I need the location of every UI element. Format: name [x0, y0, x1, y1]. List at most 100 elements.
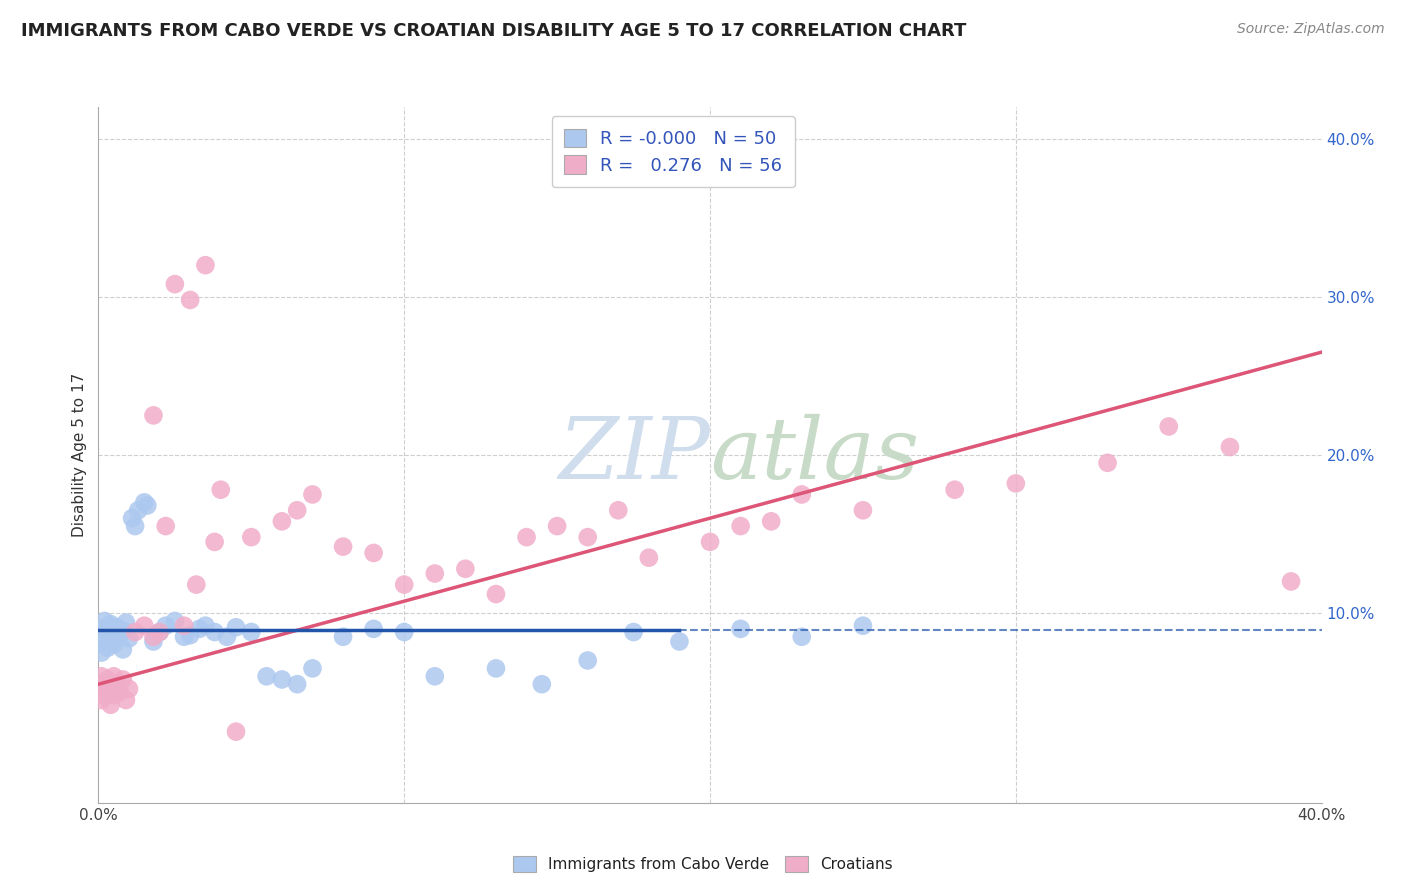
Point: [173, 618, 195, 632]
Point: [301, 487, 323, 501]
Point: [179, 293, 201, 307]
Point: [363, 622, 385, 636]
Point: [204, 625, 226, 640]
Point: [1097, 456, 1119, 470]
Point: [103, 669, 125, 683]
Point: [93, 688, 115, 702]
Point: [111, 624, 134, 638]
Point: [209, 483, 232, 497]
Point: [142, 630, 165, 644]
Point: [699, 534, 721, 549]
Point: [186, 577, 208, 591]
Point: [516, 530, 538, 544]
Point: [100, 698, 122, 712]
Point: [93, 681, 115, 696]
Point: [194, 618, 217, 632]
Point: [225, 620, 247, 634]
Point: [225, 724, 247, 739]
Point: [943, 483, 966, 497]
Point: [149, 625, 172, 640]
Point: [454, 562, 477, 576]
Point: [173, 630, 195, 644]
Point: [163, 277, 186, 292]
Point: [103, 688, 125, 702]
Point: [127, 503, 149, 517]
Point: [301, 661, 323, 675]
Point: [332, 540, 354, 554]
Point: [97, 625, 120, 640]
Point: [1219, 440, 1241, 454]
Point: [240, 625, 263, 640]
Point: [97, 640, 120, 655]
Point: [332, 630, 354, 644]
Point: [285, 503, 308, 517]
Point: [392, 577, 416, 591]
Point: [730, 519, 752, 533]
Point: [118, 681, 141, 696]
Point: [485, 587, 508, 601]
Point: [100, 677, 122, 691]
Point: [730, 622, 752, 636]
Point: [115, 615, 138, 630]
Text: Source: ZipAtlas.com: Source: ZipAtlas.com: [1237, 22, 1385, 37]
Point: [103, 626, 125, 640]
Text: IMMIGRANTS FROM CABO VERDE VS CROATIAN DISABILITY AGE 5 TO 17 CORRELATION CHART: IMMIGRANTS FROM CABO VERDE VS CROATIAN D…: [21, 22, 966, 40]
Point: [105, 677, 128, 691]
Point: [256, 669, 278, 683]
Point: [136, 499, 159, 513]
Legend: Immigrants from Cabo Verde, Croatians: Immigrants from Cabo Verde, Croatians: [506, 848, 900, 880]
Point: [485, 661, 508, 675]
Text: ZIP: ZIP: [558, 414, 710, 496]
Point: [124, 625, 146, 640]
Point: [759, 514, 782, 528]
Point: [90, 634, 112, 648]
Point: [97, 685, 120, 699]
Point: [576, 653, 599, 667]
Point: [108, 628, 131, 642]
Point: [90, 646, 112, 660]
Point: [423, 566, 446, 581]
Point: [142, 634, 165, 648]
Point: [392, 625, 416, 640]
Point: [215, 630, 238, 644]
Point: [93, 614, 115, 628]
Point: [97, 673, 120, 687]
Point: [852, 503, 875, 517]
Point: [623, 625, 645, 640]
Point: [270, 514, 292, 528]
Point: [90, 622, 112, 636]
Point: [546, 519, 568, 533]
Point: [204, 534, 226, 549]
Point: [90, 669, 112, 683]
Point: [90, 677, 112, 691]
Point: [576, 530, 599, 544]
Point: [240, 530, 263, 544]
Point: [607, 503, 630, 517]
Point: [111, 642, 134, 657]
Point: [1279, 574, 1302, 589]
Point: [93, 630, 115, 644]
Point: [270, 673, 292, 687]
Point: [155, 519, 177, 533]
Point: [100, 617, 122, 632]
Point: [188, 622, 211, 636]
Text: atlas: atlas: [710, 414, 920, 496]
Point: [121, 511, 143, 525]
Point: [668, 634, 690, 648]
Point: [530, 677, 553, 691]
Point: [108, 685, 131, 699]
Point: [155, 618, 177, 632]
Point: [790, 487, 813, 501]
Point: [194, 258, 217, 272]
Point: [134, 495, 156, 509]
Point: [1157, 419, 1180, 434]
Point: [100, 632, 122, 647]
Point: [179, 628, 201, 642]
Point: [1004, 476, 1026, 491]
Point: [105, 620, 128, 634]
Point: [285, 677, 308, 691]
Point: [363, 546, 385, 560]
Y-axis label: Disability Age 5 to 17: Disability Age 5 to 17: [72, 373, 87, 537]
Point: [118, 632, 141, 646]
Point: [142, 409, 165, 423]
